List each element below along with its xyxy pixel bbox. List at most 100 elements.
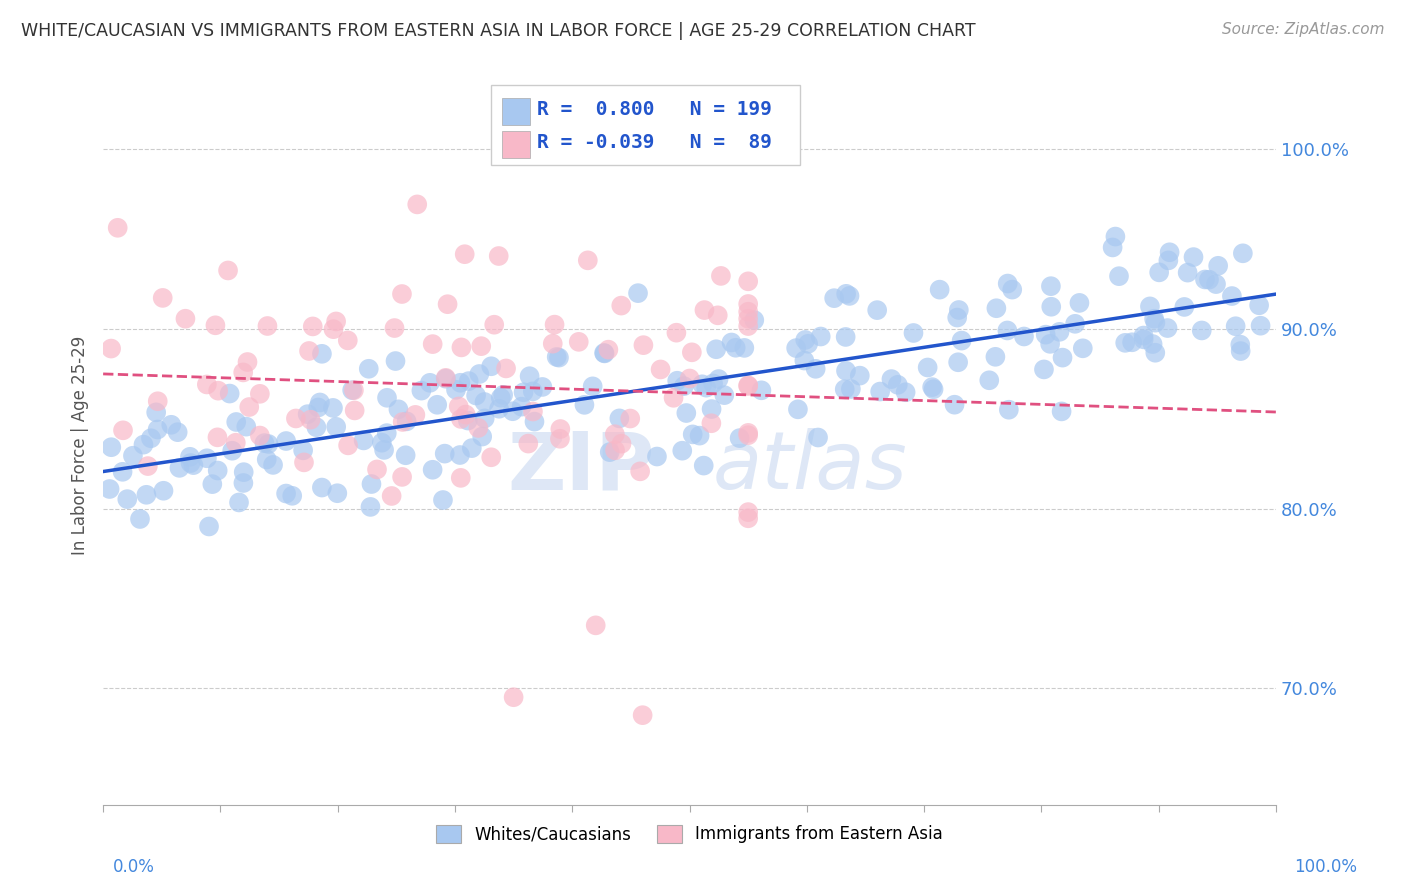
Point: [236, 355, 259, 369]
Point: [1250, 318, 1272, 333]
Point: [468, 367, 491, 381]
Point: [1182, 250, 1205, 264]
Point: [484, 318, 506, 332]
Point: [183, 458, 205, 472]
Point: [633, 338, 655, 352]
Point: [628, 464, 651, 478]
Point: [512, 385, 534, 400]
Point: [139, 431, 162, 445]
Point: [948, 303, 970, 318]
Point: [682, 427, 704, 442]
Point: [1159, 245, 1181, 260]
Point: [111, 423, 134, 437]
Point: [834, 382, 856, 396]
Point: [662, 391, 685, 405]
Point: [1177, 266, 1199, 280]
Point: [457, 374, 479, 388]
Point: [449, 376, 471, 390]
Point: [1157, 253, 1180, 268]
Point: [665, 326, 688, 340]
Point: [681, 345, 703, 359]
Point: [869, 384, 891, 399]
Point: [1147, 265, 1170, 279]
Point: [326, 486, 349, 500]
Point: [1132, 332, 1154, 346]
Point: [434, 372, 457, 386]
Point: [593, 346, 616, 360]
Point: [794, 333, 817, 347]
Point: [238, 400, 260, 414]
Point: [1049, 325, 1071, 339]
Point: [903, 326, 925, 340]
Point: [894, 385, 917, 400]
Point: [207, 430, 229, 444]
Point: [207, 384, 229, 398]
Point: [461, 441, 484, 455]
Point: [693, 303, 716, 318]
Point: [610, 436, 633, 450]
Point: [1191, 323, 1213, 337]
Point: [450, 412, 472, 426]
Point: [702, 376, 724, 391]
Point: [228, 495, 250, 509]
Point: [180, 456, 202, 470]
Point: [253, 436, 276, 450]
Point: [217, 263, 239, 277]
Point: [574, 398, 596, 412]
Point: [502, 690, 524, 705]
Point: [232, 475, 254, 490]
Point: [550, 422, 572, 436]
Point: [262, 458, 284, 472]
Point: [1050, 404, 1073, 418]
Point: [298, 343, 321, 358]
Point: [609, 411, 631, 425]
Text: 0.0%: 0.0%: [112, 858, 155, 876]
Text: WHITE/CAUCASIAN VS IMMIGRANTS FROM EASTERN ASIA IN LABOR FORCE | AGE 25-29 CORRE: WHITE/CAUCASIAN VS IMMIGRANTS FROM EASTE…: [21, 22, 976, 40]
Point: [1108, 269, 1130, 284]
Point: [449, 448, 471, 462]
Point: [257, 437, 280, 451]
Point: [645, 450, 668, 464]
Point: [360, 477, 382, 491]
Point: [737, 297, 759, 311]
Point: [737, 311, 759, 326]
Point: [406, 197, 429, 211]
Point: [488, 249, 510, 263]
Point: [672, 379, 695, 393]
Point: [1121, 335, 1143, 350]
Point: [488, 401, 510, 416]
Point: [1139, 299, 1161, 313]
Point: [543, 318, 565, 332]
Legend: Whites/Caucasians, Immigrants from Eastern Asia: Whites/Caucasians, Immigrants from Easte…: [436, 825, 942, 844]
Point: [1001, 283, 1024, 297]
Point: [391, 415, 413, 429]
Point: [419, 376, 441, 390]
Point: [434, 371, 457, 385]
Point: [495, 361, 517, 376]
Point: [292, 455, 315, 469]
Point: [232, 465, 254, 479]
Point: [98, 482, 121, 496]
Point: [1132, 328, 1154, 343]
Point: [353, 434, 375, 448]
Text: R =  0.800   N = 199: R = 0.800 N = 199: [537, 100, 772, 120]
Point: [201, 477, 224, 491]
Point: [979, 373, 1001, 387]
Point: [467, 421, 489, 435]
Point: [470, 339, 492, 353]
Point: [325, 420, 347, 434]
Point: [541, 336, 564, 351]
Point: [880, 372, 903, 386]
Point: [256, 452, 278, 467]
Point: [225, 415, 247, 429]
Point: [305, 420, 328, 434]
Point: [531, 380, 554, 394]
Point: [274, 486, 297, 500]
Point: [804, 361, 827, 376]
Point: [479, 450, 502, 465]
Point: [946, 355, 969, 369]
Point: [426, 398, 449, 412]
Point: [576, 253, 599, 268]
Point: [479, 359, 502, 374]
Point: [174, 311, 197, 326]
